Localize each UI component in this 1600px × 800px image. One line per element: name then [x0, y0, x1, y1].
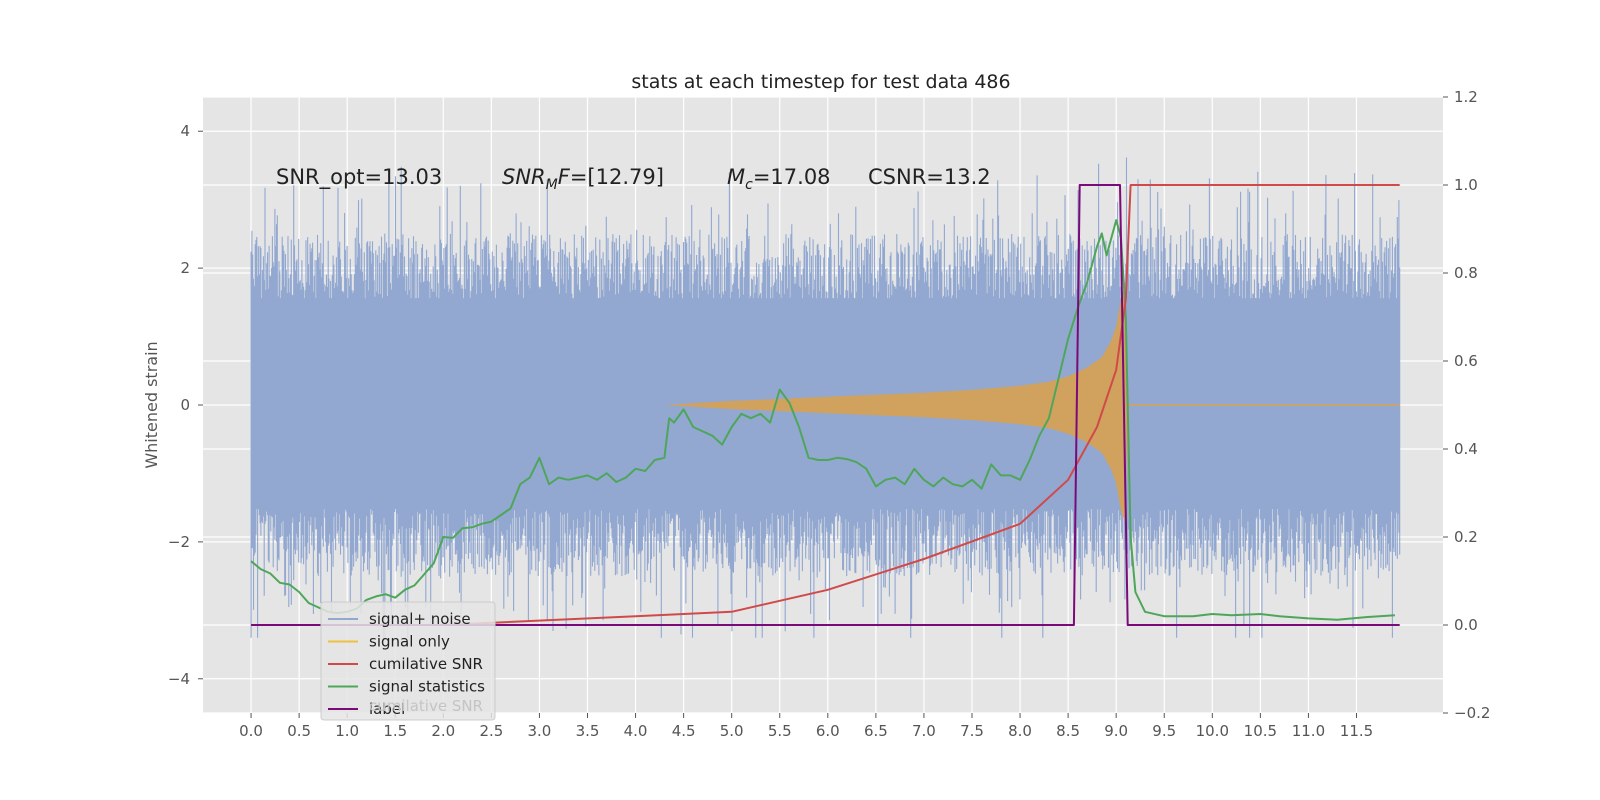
x-tick-label: 8.5	[1056, 722, 1080, 740]
annotation-mc-sub: c	[745, 177, 753, 193]
x-tick-label: 11.0	[1292, 722, 1325, 740]
x-tick-label: 9.5	[1152, 722, 1176, 740]
x-tick-label: 0.0	[239, 722, 263, 740]
line-series	[250, 184, 1400, 626]
x-tick-label: 9.0	[1104, 722, 1128, 740]
x-tick-label: 6.0	[816, 722, 840, 740]
x-tick-label: 11.5	[1340, 722, 1373, 740]
annotation-snr-opt: SNR_opt=13.03	[276, 165, 442, 190]
y2-tick-label: 0.4	[1454, 440, 1478, 458]
chart-title: stats at each timestep for test data 486	[631, 71, 1010, 93]
annotation-snr-mf-symbol: SNR	[502, 165, 546, 189]
y2-tick-label: 0.6	[1454, 352, 1478, 370]
x-tick-label: 7.0	[912, 722, 936, 740]
y2-tick-label: 0.8	[1454, 264, 1478, 282]
legend-label: signal statistics	[369, 678, 485, 696]
y-axis-label: Whitened strain	[142, 341, 161, 468]
label-line	[251, 184, 1400, 626]
signal-envelope	[664, 285, 1128, 525]
signal-only-series	[664, 285, 1400, 525]
y2-tick-label: 0.2	[1454, 528, 1478, 546]
y-tick-label: 0	[180, 396, 190, 414]
annotation-mc: Mc=17.08	[727, 165, 831, 193]
legend-label: signal+ noise	[369, 610, 471, 628]
signal-statistics-line	[250, 219, 1395, 621]
x-tick-label: 4.5	[672, 722, 696, 740]
x-tick-label: 10.5	[1244, 722, 1277, 740]
annotation-snr-mf: SNRMF=[12.79]	[502, 165, 664, 193]
y2-tick-label: 1.0	[1454, 176, 1478, 194]
y-tick-label: 2	[180, 259, 190, 277]
y2-tick-label: −0.2	[1454, 704, 1490, 722]
x-tick-label: 6.5	[864, 722, 888, 740]
legend-label: signal only	[369, 633, 450, 651]
x-tick-label: 7.5	[960, 722, 984, 740]
axis-ticks: 0.0 0.5 1.0 1.5 2.0 2.5 3.0 3.5 4.0 4.5 5.0 5.5 6.0 6…	[168, 88, 1491, 740]
annotation-snr-mf-sub: M	[546, 177, 558, 193]
annotation-mc-value: =17.08	[753, 165, 831, 189]
noise-spikes	[250, 157, 1401, 638]
y2-tick-label: 1.2	[1454, 88, 1478, 106]
x-tick-label: 2.5	[479, 722, 503, 740]
x-tick-label: 3.5	[576, 722, 600, 740]
y-tick-label: −4	[168, 670, 190, 688]
y2-tick-label: 0.0	[1454, 616, 1478, 634]
legend-box	[320, 601, 496, 721]
legend-label: label	[369, 700, 405, 718]
x-tick-label: 2.0	[431, 722, 455, 740]
x-tick-label: 3.0	[528, 722, 552, 740]
x-tick-label: 1.0	[335, 722, 359, 740]
x-tick-label: 1.5	[383, 722, 407, 740]
x-tick-label: 5.5	[768, 722, 792, 740]
x-tick-label: 0.5	[287, 722, 311, 740]
annotation-snr-mf-value: =[12.79]	[570, 165, 664, 189]
legend-label: cumilative SNR	[369, 655, 483, 673]
legend-overlap-text: cumilative SNR	[369, 697, 483, 715]
x-tick-label: 8.0	[1008, 722, 1032, 740]
x-tick-label: 4.0	[624, 722, 648, 740]
x-tick-label: 10.0	[1196, 722, 1229, 740]
x-tick-label: 5.0	[720, 722, 744, 740]
annotation-mc-symbol: M	[727, 165, 745, 189]
cumilative-snr-line	[251, 184, 1400, 626]
annotation-csnr: CSNR=13.2	[868, 165, 991, 189]
y-tick-label: −2	[168, 533, 190, 551]
annotation-snr-mf-f: F	[558, 165, 571, 189]
y-tick-label: 4	[180, 122, 190, 140]
